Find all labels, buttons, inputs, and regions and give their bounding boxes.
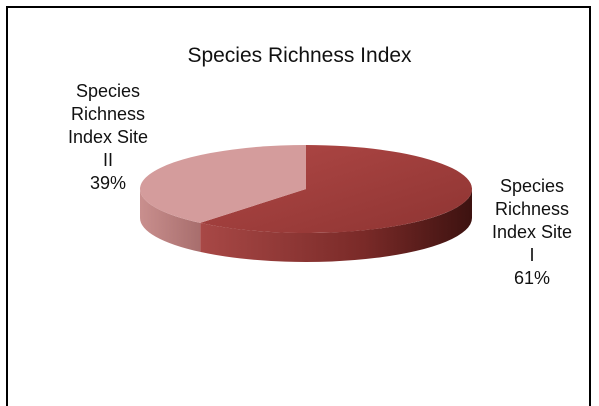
slice-label-site-ii-percent: 39% [89,173,127,193]
slice-label-site-i-line-1: Species [499,176,565,196]
slice-label-site-ii-line-2: Richness [70,104,146,124]
slice-label-site-i-line-2: Richness [494,199,570,219]
slice-label-site-ii-line-3: Index Site [67,127,149,147]
slice-label-site-i-line-3: Index Site [491,222,573,242]
slice-label-site-i-line-4: I [529,245,535,265]
slice-label-site-ii-line-4: II [102,150,113,170]
slice-side-0 [200,189,472,262]
slice-label-site-i: Species Richness Index Site I 61% [470,175,594,290]
slice-0 [200,145,472,233]
slice-1 [140,145,306,223]
slice-label-site-ii: Species Richness Index Site II 39% [44,80,172,195]
chart-title: Species Richness Index [187,44,412,67]
slice-label-site-i-percent: 61% [513,268,551,288]
slice-label-site-ii-line-1: Species [75,81,141,101]
slice-side-1 [140,189,201,252]
